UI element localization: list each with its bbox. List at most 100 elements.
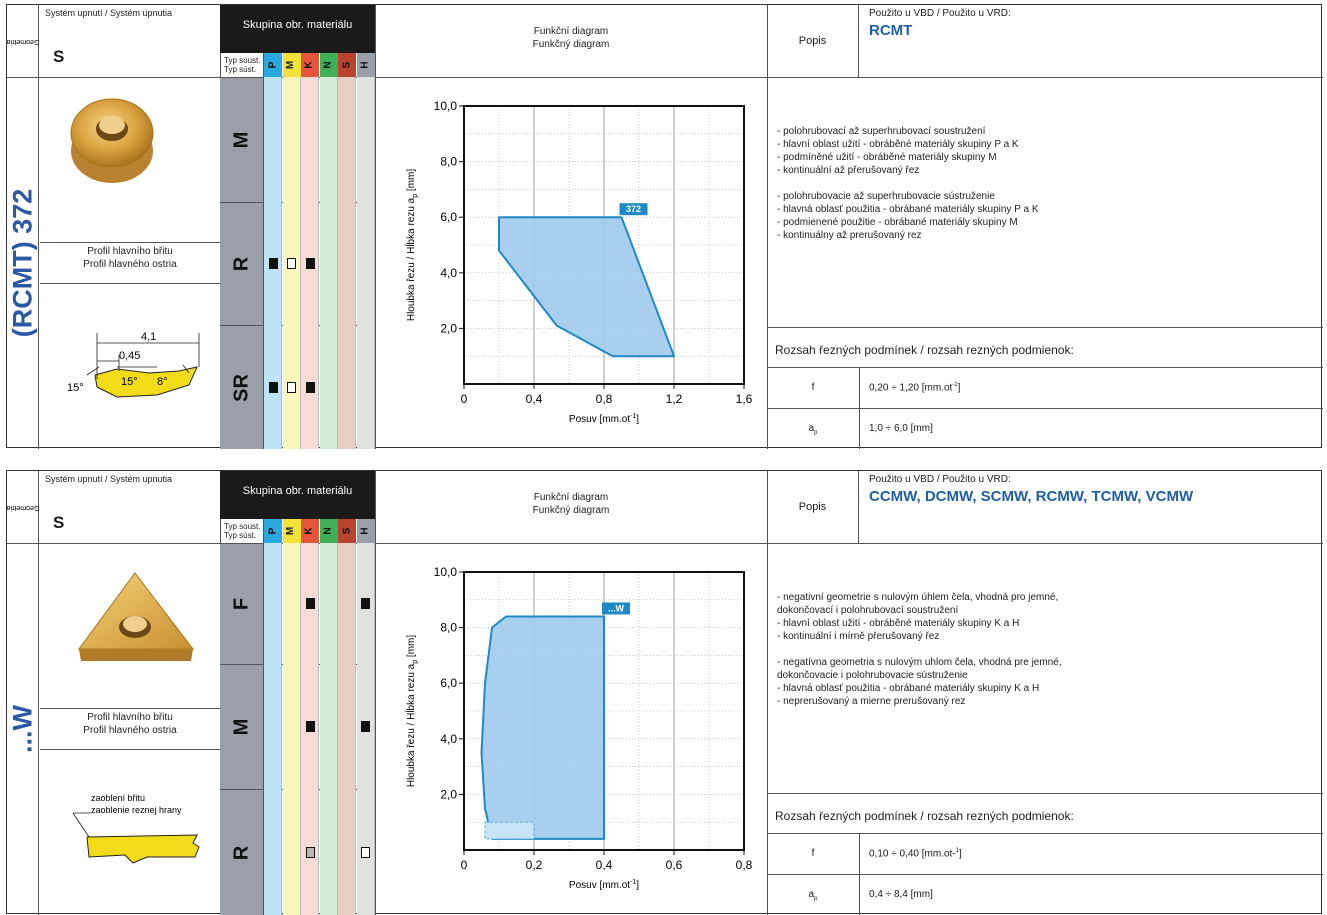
x-tick-label: 0,8	[736, 858, 753, 872]
series-area	[498, 216, 675, 358]
popis-label: Popis	[767, 471, 859, 543]
profile-land-label: 0,45	[119, 350, 140, 362]
x-tick-label: 0,4	[596, 858, 613, 872]
material-column-h	[356, 77, 375, 449]
grade-cell-sr: SR	[220, 326, 264, 449]
grade-cell-m: M	[220, 78, 264, 202]
grade-mark-m-k	[305, 721, 315, 732]
material-group-header: Skupina obr. materiálu	[220, 5, 375, 53]
condition-value-ap: 0,4 ÷ 8,4 [mm]	[869, 889, 933, 900]
used-for-label: Použito u VBD / Použito u VRD:	[869, 8, 1011, 19]
series-label: 372	[626, 204, 641, 214]
description-line	[777, 177, 1039, 190]
function-diagram-chart: ...W 0 0,2 0,4 0,6 0,8 2,0 4,0 6,0 8,0 10,0 Posuv […	[404, 565, 753, 891]
cutting-edge-profile-sketch: zaoblení břitu zaoblenie reznej hrany	[72, 793, 200, 864]
system-value: S	[53, 513, 65, 532]
material-letter-s: S	[338, 519, 356, 543]
geometry-name: ...W	[7, 543, 39, 915]
material-group-header: Skupina obr. materiálu	[220, 471, 375, 519]
x-tick-label: 0	[461, 392, 468, 406]
material-letter-h: H	[356, 519, 375, 543]
grade-mark-r-p	[268, 258, 278, 269]
popis-label: Popis	[767, 5, 859, 77]
grade-cell-r: R	[220, 203, 264, 325]
description-line	[777, 643, 1062, 656]
geometry-label: Geometrie Geometria	[6, 471, 39, 543]
diagram-title: Funkční diagram Funkčný diagram	[532, 492, 610, 516]
description-text: - negativní geometrie s nulovým úhlem če…	[777, 591, 1062, 708]
material-letter-m: M	[282, 53, 301, 77]
grade-cell-r: R	[220, 790, 264, 915]
description-text: - polohrubovací až superhrubovací soustr…	[777, 125, 1039, 242]
profile-label: Profil hlavního břitu Profil hlavného os…	[83, 712, 177, 736]
grade-mark-f-h	[361, 598, 370, 609]
material-letter-n: N	[319, 519, 338, 543]
grade-mark-r-k	[305, 846, 315, 858]
material-letter-s: S	[338, 53, 356, 77]
y-tick-label: 8,0	[440, 621, 457, 635]
condition-value-ap: 1,0 ÷ 6,0 [mm]	[869, 423, 933, 434]
x-axis-label: Posuv [mm.ot-1]	[569, 413, 639, 425]
grade-mark-f-k	[305, 598, 315, 609]
profile-angle-3: 8°	[157, 376, 168, 388]
description-line: - negativní geometrie s nulovým úhlem če…	[777, 592, 1059, 603]
y-axis-label: Hloubka řezu / Hĺbka rezu ap [mm]	[404, 635, 419, 788]
condition-symbol-ap: ap	[808, 423, 818, 436]
grade-cell-m: M	[220, 665, 264, 789]
description-line: - hlavní oblast užití - obráběné materiá…	[777, 139, 1019, 150]
function-diagram-chart: 372 0 0,4 0,8 1,2 1,6 2,0 4,0 6,0 8,0 10,0 Posuv [m…	[404, 99, 753, 425]
insert-image-round	[70, 98, 154, 183]
geometry-name: (RCMT) 372	[7, 77, 39, 449]
description-line: - podmienené použitie - obrábané materiá…	[777, 217, 1018, 228]
profile-label: Profil hlavního břitu Profil hlavného os…	[83, 246, 177, 270]
system-value: S	[53, 47, 65, 66]
description-line: dokončovacie i polohrubovacie sústruženi…	[777, 670, 968, 681]
y-tick-label: 2,0	[440, 787, 457, 801]
grade-mark-sr-m	[287, 381, 296, 393]
x-axis-label: Posuv [mm.ot-1]	[569, 879, 639, 891]
y-tick-label: 10,0	[434, 99, 458, 113]
y-axis-label: Hloubka řezu / Hĺbka rezu ap [mm]	[404, 169, 419, 322]
material-column-p	[264, 543, 282, 915]
diagram-title: Funkční diagram Funkčný diagram	[532, 26, 610, 50]
grade-mark-r-k	[305, 258, 315, 269]
y-tick-label: 8,0	[440, 155, 457, 169]
insert-image-triangle	[78, 572, 195, 661]
used-for-value: CCMW, DCMW, SCMW, RCMW, TCMW, VCMW	[869, 488, 1194, 505]
material-column-s	[338, 77, 356, 449]
x-tick-label: 0,8	[596, 392, 613, 406]
series-label-box	[619, 203, 648, 216]
y-tick-label: 4,0	[440, 266, 457, 280]
geometry-label: Geometrie Geometria	[6, 5, 39, 77]
material-letter-n: N	[319, 53, 338, 77]
series-area	[480, 615, 605, 840]
description-line: - hlavná oblasť použitia - obrábané mate…	[777, 683, 1040, 694]
condition-symbol-ap: ap	[808, 889, 818, 902]
conditions-title: Rozsah řezných podmínek / rozsah rezných…	[775, 809, 1074, 823]
typ-label: Typ soust. Typ súst.	[220, 53, 264, 77]
material-letter-k: K	[301, 53, 319, 77]
condition-symbol-f: f	[811, 382, 815, 393]
system-title: Systém upnutí / Systém upnutia	[45, 474, 173, 484]
description-line: - kontinuální i mírně přerušovaný řez	[777, 631, 940, 642]
edge-label-cz: zaoblení břitu	[91, 793, 145, 803]
description-line: - hlavní oblast užití - obráběné materiá…	[777, 618, 1020, 629]
y-tick-label: 6,0	[440, 676, 457, 690]
material-column-s	[338, 543, 356, 915]
description-line: - podmíněné užití - obráběné materiály s…	[777, 152, 997, 163]
grade-mark-r-h	[361, 846, 370, 858]
material-letter-m: M	[282, 519, 301, 543]
material-letter-h: H	[356, 53, 375, 77]
conditions-title: Rozsah řezných podmínek / rozsah rezných…	[775, 343, 1074, 357]
description-line: - kontinuálny až prerušovaný rez	[777, 230, 922, 241]
used-for-label: Použito u VBD / Použito u VRD:	[869, 474, 1011, 485]
condition-value-f: 0,10 ÷ 0,40 [mm.ot-1]	[869, 848, 962, 860]
y-tick-label: 10,0	[434, 565, 458, 579]
y-tick-label: 4,0	[440, 732, 457, 746]
grade-mark-m-h	[361, 721, 370, 732]
x-tick-label: 1,6	[736, 392, 753, 406]
cutting-edge-profile-sketch: 4,1 0,45 15° 15° 8°	[67, 331, 200, 398]
system-title: Systém upnutí / Systém upnutia	[45, 8, 173, 18]
profile-angle-2: 15°	[121, 376, 138, 388]
series-label-box	[602, 602, 630, 615]
